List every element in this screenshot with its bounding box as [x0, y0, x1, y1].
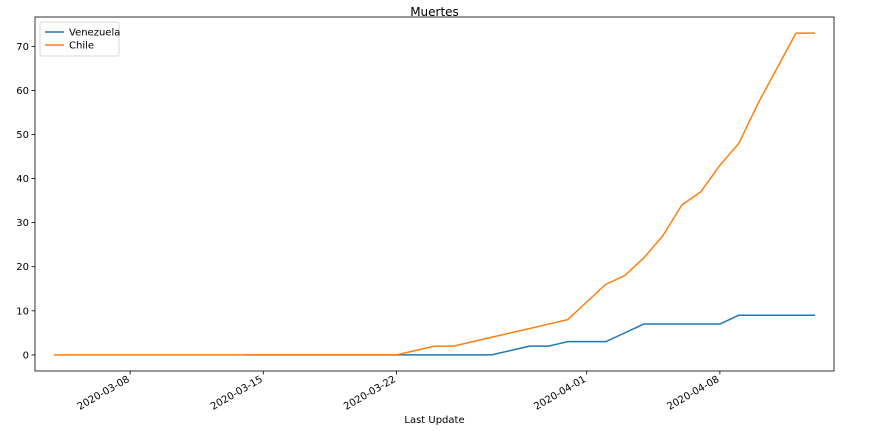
y-tick-label: 10: [16, 306, 29, 317]
legend-label: Chile: [69, 41, 94, 52]
series-line-venezuela: [244, 314, 815, 356]
x-tick-label: 2020-04-08: [666, 374, 722, 413]
y-tick-label: 30: [16, 218, 29, 229]
legend-box: [39, 21, 120, 57]
x-tick-label: 2020-03-15: [209, 374, 265, 413]
legend-label: Venezuela: [69, 28, 120, 39]
x-axis: 2020-03-08 2020-03-15 2020-03-22 2020-04-01…: [76, 371, 722, 413]
plot-frame: [34, 16, 835, 372]
x-tick-label: 2020-03-08: [76, 374, 132, 413]
y-tick-label: 40: [16, 174, 29, 185]
x-tick-label: 2020-04-01: [532, 374, 588, 413]
chart-title: Muertes: [410, 5, 459, 19]
y-axis: 0 10 20 30 40 50 60 70: [16, 42, 35, 361]
y-tick-label: 50: [16, 130, 29, 141]
x-axis-label: Last Update: [404, 415, 464, 426]
y-tick-label: 20: [16, 262, 29, 273]
y-tick-label: 0: [23, 350, 29, 361]
x-tick-label: 2020-03-22: [342, 374, 398, 413]
y-tick-label: 60: [16, 86, 29, 97]
plot-area: [34, 16, 835, 372]
legend: Venezuela Chile: [39, 21, 120, 57]
y-tick-label: 70: [16, 42, 29, 53]
series-group: [54, 32, 815, 356]
series-line-chile: [54, 32, 815, 356]
